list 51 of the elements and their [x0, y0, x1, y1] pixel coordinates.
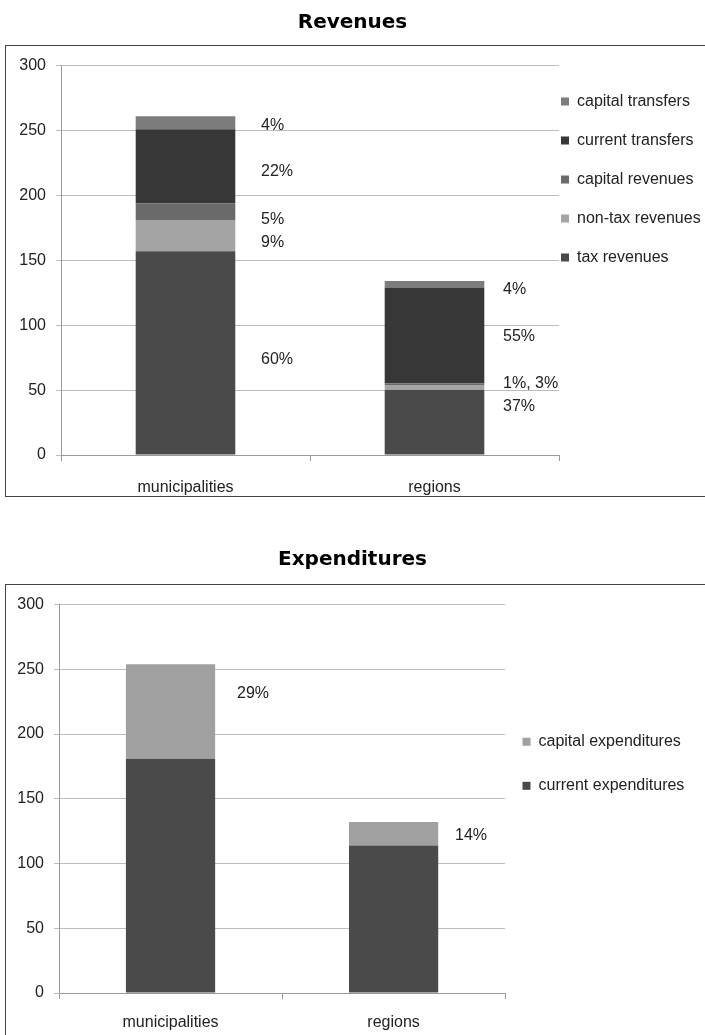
legend-label: current transfers [577, 130, 694, 148]
x-tick-label: regions [367, 1013, 420, 1031]
bar [135, 203, 236, 221]
bar [384, 287, 485, 384]
annotation: 22% [261, 162, 294, 180]
x-tick-label: municipalities [137, 478, 234, 496]
annotation: 4% [503, 280, 527, 298]
bar [348, 822, 439, 846]
legend-label: capital revenues [577, 169, 694, 187]
bar [348, 845, 439, 993]
annotation: 55% [503, 327, 536, 345]
y-tick-label: 300 [19, 56, 47, 74]
y-tick-label: 0 [37, 445, 47, 463]
annotation: 29% [237, 684, 270, 702]
y-tick-label: 150 [19, 250, 47, 268]
chart-title: Revenues [296, 9, 409, 33]
legend-label: tax revenues [577, 247, 669, 265]
x-tick-label: municipalities [122, 1013, 219, 1031]
annotation: 14% [455, 826, 488, 844]
annotation: 9% [261, 233, 285, 251]
y-tick-label: 100 [19, 315, 47, 333]
bar [135, 116, 236, 130]
x-tick-label: regions [408, 478, 461, 496]
y-tick-label: 50 [26, 918, 45, 936]
bar [135, 129, 236, 204]
y-tick-label: 250 [17, 659, 45, 677]
annotation: 60% [261, 350, 294, 368]
annotation: 37% [503, 397, 536, 415]
bar [135, 220, 236, 252]
y-tick-label: 0 [35, 983, 45, 1001]
y-tick-label: 150 [17, 789, 45, 807]
legend-label: capital expenditures [538, 732, 681, 750]
legend-label: capital transfers [577, 91, 690, 109]
y-tick-label: 200 [17, 724, 45, 742]
annotation: 5% [261, 210, 285, 228]
chart-title: Expenditures [277, 546, 428, 570]
bar [125, 758, 216, 993]
legend-label: non-tax revenues [577, 208, 701, 226]
y-tick-label: 250 [19, 120, 47, 138]
legend-label: current expenditures [538, 776, 685, 794]
bar [384, 281, 485, 288]
y-tick-label: 100 [17, 853, 45, 871]
annotation: 4% [261, 116, 285, 134]
y-tick-label: 50 [28, 380, 47, 398]
bar [125, 664, 216, 759]
y-tick-label: 200 [19, 185, 47, 203]
bar [384, 390, 485, 455]
annotation: 1%, 3% [503, 374, 559, 392]
bar [135, 251, 236, 455]
y-tick-label: 300 [17, 595, 45, 613]
bar [384, 384, 485, 391]
